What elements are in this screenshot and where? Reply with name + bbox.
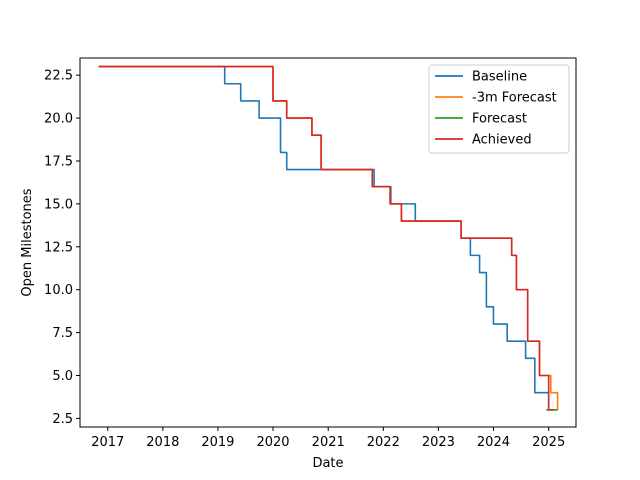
legend-entry: Baseline bbox=[472, 70, 527, 85]
x-tick-label: 2024 bbox=[477, 435, 510, 450]
y-tick-label: 22.5 bbox=[44, 69, 73, 84]
x-axis-label: Date bbox=[312, 456, 343, 471]
y-tick-label: 10.0 bbox=[44, 283, 73, 298]
x-tick-label: 2021 bbox=[312, 435, 345, 450]
legend-box bbox=[428, 64, 570, 154]
series-line-achieved bbox=[98, 65, 554, 411]
legend-entry: Forecast bbox=[472, 112, 527, 127]
x-tick-label: 2017 bbox=[91, 435, 124, 450]
x-axis: 2017 2018 2019 2020 2021 2022 2023 2024 2025 bbox=[91, 427, 565, 450]
x-tick-label: 2023 bbox=[422, 435, 455, 450]
x-tick-label: 2020 bbox=[256, 435, 289, 450]
x-tick-label: 2018 bbox=[146, 435, 179, 450]
y-axis-label: Open Milestones bbox=[20, 188, 35, 296]
x-tick-label: 2022 bbox=[367, 435, 400, 450]
legend: Baseline -3m Forecast Forecast Achieved bbox=[428, 64, 570, 154]
y-tick-label: 2.5 bbox=[52, 412, 73, 427]
y-tick-label: 20.0 bbox=[44, 112, 73, 127]
y-tick-label: 5.0 bbox=[52, 369, 73, 384]
plot-area bbox=[79, 57, 577, 428]
x-tick-label: 2019 bbox=[201, 435, 234, 450]
legend-entry: -3m Forecast bbox=[472, 91, 557, 106]
y-tick-label: 17.5 bbox=[44, 154, 73, 169]
legend-entry: Achieved bbox=[472, 133, 532, 148]
y-tick-label: 7.5 bbox=[52, 326, 73, 341]
x-tick-label: 2025 bbox=[532, 435, 565, 450]
series-layer bbox=[98, 65, 559, 411]
y-tick-label: 12.5 bbox=[44, 240, 73, 255]
y-axis: 2.5 5.0 7.5 10.0 12.5 15.0 17.5 20.0 22.5 bbox=[44, 69, 80, 427]
y-tick-label: 15.0 bbox=[44, 197, 73, 212]
